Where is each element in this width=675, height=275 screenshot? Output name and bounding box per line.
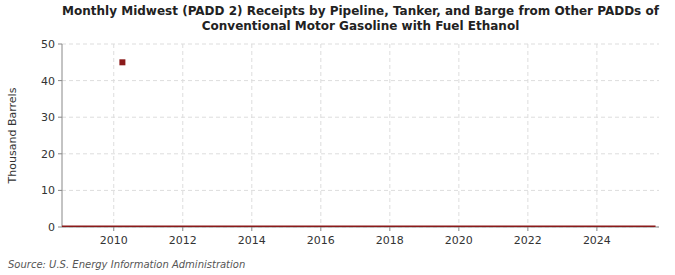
grid <box>62 44 659 227</box>
y-axis-label: Thousand Barrels <box>6 87 19 184</box>
grid-line <box>389 44 390 227</box>
tick <box>58 44 62 45</box>
grid-line <box>62 153 659 154</box>
tick <box>182 227 183 231</box>
series-line <box>62 226 656 228</box>
y-axis-line <box>62 44 63 227</box>
grid-line <box>62 227 659 228</box>
tick <box>58 117 62 118</box>
tick-label: 50 <box>41 38 55 51</box>
tick-label: 2020 <box>445 234 473 247</box>
data-point <box>119 59 125 65</box>
tick-label: 2010 <box>100 234 128 247</box>
title: Monthly Midwest (PADD 2) Receipts by Pip… <box>62 4 660 33</box>
grid-line <box>62 117 659 118</box>
tick <box>389 227 390 231</box>
tick <box>113 227 114 231</box>
plot-data <box>62 59 656 227</box>
grid-line <box>62 44 659 45</box>
grid-line <box>458 44 459 227</box>
tick-label: 0 <box>48 221 55 234</box>
tick <box>320 227 321 231</box>
axes: 0 10 20 30 40 50 2010 2012 2014 2016 2018 2020 2022 2… <box>41 38 659 247</box>
title-line: Conventional Motor Gasoline with Fuel Et… <box>202 19 520 33</box>
grid-line <box>62 190 659 191</box>
tick-label: 2018 <box>376 234 404 247</box>
tick-label: 40 <box>41 75 55 88</box>
tick <box>58 153 62 154</box>
tick <box>527 227 528 231</box>
tick-label: 20 <box>41 148 55 161</box>
chart: Monthly Midwest (PADD 2) Receipts by Pip… <box>0 0 675 275</box>
tick-label: 2024 <box>583 234 611 247</box>
annotation: Source: U.S. Energy Information Administ… <box>8 259 245 270</box>
tick <box>458 227 459 231</box>
grid-line <box>596 44 597 227</box>
tick <box>58 190 62 191</box>
grid-line <box>251 44 252 227</box>
tick <box>251 227 252 231</box>
tick-label: 2012 <box>169 234 197 247</box>
grid-line <box>113 44 114 227</box>
tick-label: 10 <box>41 184 55 197</box>
tick <box>58 80 62 81</box>
title-line: Monthly Midwest (PADD 2) Receipts by Pip… <box>62 4 660 18</box>
tick <box>58 227 62 228</box>
grid-line <box>320 44 321 227</box>
tick-label: 30 <box>41 111 55 124</box>
tick-label: 2014 <box>238 234 266 247</box>
grid-line <box>62 80 659 81</box>
grid-line <box>182 44 183 227</box>
x-axis-line <box>62 227 659 228</box>
tick <box>596 227 597 231</box>
tick-label: 2022 <box>514 234 542 247</box>
grid-line <box>527 44 528 227</box>
tick-label: 2016 <box>307 234 335 247</box>
